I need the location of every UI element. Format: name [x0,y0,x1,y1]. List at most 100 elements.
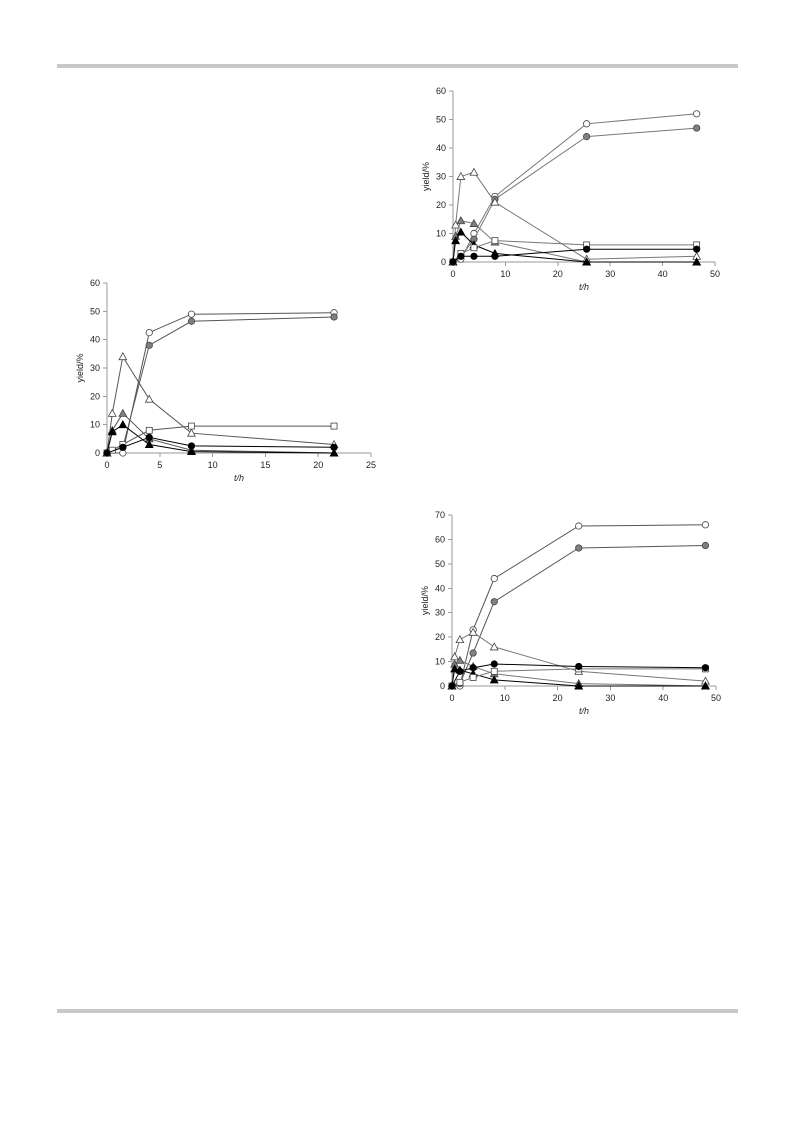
y-tick-label: 40 [435,583,445,593]
data-point-circle-black [449,258,457,266]
data-point-triangle-open [489,642,499,651]
data-point-triangle-open [469,167,479,176]
axes: 0 10 20 30 40 50 60 0 5 10 15 20 25 [90,278,376,470]
data-point-circle-open [693,110,701,118]
data-point-circle-gray [469,649,477,657]
data-point-circle-black [575,662,583,671]
y-tick-label: 20 [436,200,446,210]
data-point-square-open [330,422,338,430]
x-tick-label: 30 [605,269,615,279]
y-tick-label: 10 [435,657,445,667]
data-point-square-open [188,422,195,430]
data-point-triangle-gray [469,218,479,227]
data-point-triangle-open [455,634,465,644]
y-tick-label: 10 [90,420,100,430]
series-line-triangle-open [106,355,335,454]
data-point-triangle-gray [456,216,466,225]
data-point-triangle-black [700,681,710,690]
y-tick-label: 50 [435,559,445,569]
y-axis-label: yield/% [75,353,85,382]
x-tick-label: 0 [450,269,455,279]
data-point-circle-black [457,252,465,260]
data-point-circle-black [491,252,499,260]
data-point-circle-gray [187,317,196,325]
axes: 0 10 20 30 40 50 60 0 10 20 30 40 50 [436,86,720,279]
data-point-circle-open [701,521,710,529]
x-tick-label: 20 [553,269,563,279]
x-tick-label: 0 [104,460,109,470]
data-point-circle-black [701,664,710,672]
y-tick-label: 40 [90,335,100,345]
data-point-circle-black [583,245,591,253]
data-point-triangle-black [107,427,117,436]
data-point-triangle-open [118,352,128,361]
y-tick-label: 0 [441,257,446,267]
data-point-triangle-black [118,420,128,429]
data-point-triangle-black [574,681,584,690]
data-point-square-open [491,237,499,245]
data-point-circle-open [490,574,498,583]
y-axis-label: yield/% [421,162,431,191]
x-tick-label: 25 [366,460,376,470]
data-point-circle-open [583,120,591,128]
data-point-circle-black [103,449,111,457]
series-line-circle-gray [106,316,335,454]
data-point-triangle-black [329,448,339,457]
y-tick-label: 50 [90,306,100,316]
x-tick-label: 20 [313,460,323,470]
data-point-triangle-open [144,394,154,403]
data-point-triangle-gray [118,408,128,417]
x-tick-label: 30 [605,693,615,703]
y-tick-label: 0 [440,681,445,691]
data-point-triangle-gray [455,655,465,664]
y-tick-label: 70 [435,510,445,520]
x-tick-label: 10 [208,460,218,470]
data-point-circle-open [145,328,153,337]
y-tick-label: 40 [436,143,446,153]
chart-2: 0 10 20 30 40 50 60 0 5 10 15 20 25 t/h yield/% [75,278,376,483]
x-tick-label: 20 [553,693,563,703]
data-point-circle-black [456,667,464,675]
y-tick-label: 60 [435,534,445,544]
series-line-triangle-open [452,171,697,263]
data-point-circle-gray [575,544,583,552]
data-point-triangle-black [451,236,461,245]
data-point-circle-black [470,252,478,260]
series-line-triangle-open [451,631,706,687]
x-tick-label: 10 [500,269,510,279]
x-tick-label: 15 [260,460,270,470]
data-point-triangle-black [489,675,499,684]
data-point-triangle-black [456,227,466,236]
series-group [448,110,702,266]
y-tick-label: 30 [90,363,100,373]
x-axis-label: t/h [234,473,244,483]
series-line-circle-open [452,113,697,263]
data-point-circle-gray [330,313,338,321]
y-tick-label: 20 [435,632,445,642]
y-tick-label: 50 [436,115,446,125]
data-point-circle-gray [693,124,701,132]
series-group [447,521,710,690]
data-point-circle-black [145,433,153,442]
footer-rule [57,1009,738,1013]
data-point-circle-black [469,664,477,672]
series-group [102,309,339,457]
data-point-triangle-open [451,220,461,229]
data-point-circle-gray [701,541,710,550]
y-tick-label: 10 [436,229,446,239]
x-axis-label: t/h [579,706,589,716]
data-point-triangle-open [187,428,196,437]
data-point-circle-black [187,442,196,450]
data-point-triangle-open [456,171,466,180]
data-point-triangle-black [692,257,702,266]
data-point-triangle-open [107,408,117,417]
x-tick-label: 5 [157,460,162,470]
y-tick-label: 30 [435,608,445,618]
data-point-circle-gray [583,132,591,141]
x-tick-label: 10 [500,693,510,703]
y-tick-label: 60 [436,86,446,96]
data-point-square-open [470,244,478,252]
data-point-triangle-black [144,439,154,448]
series-line-square-open [106,425,334,454]
data-point-circle-black [330,443,338,451]
